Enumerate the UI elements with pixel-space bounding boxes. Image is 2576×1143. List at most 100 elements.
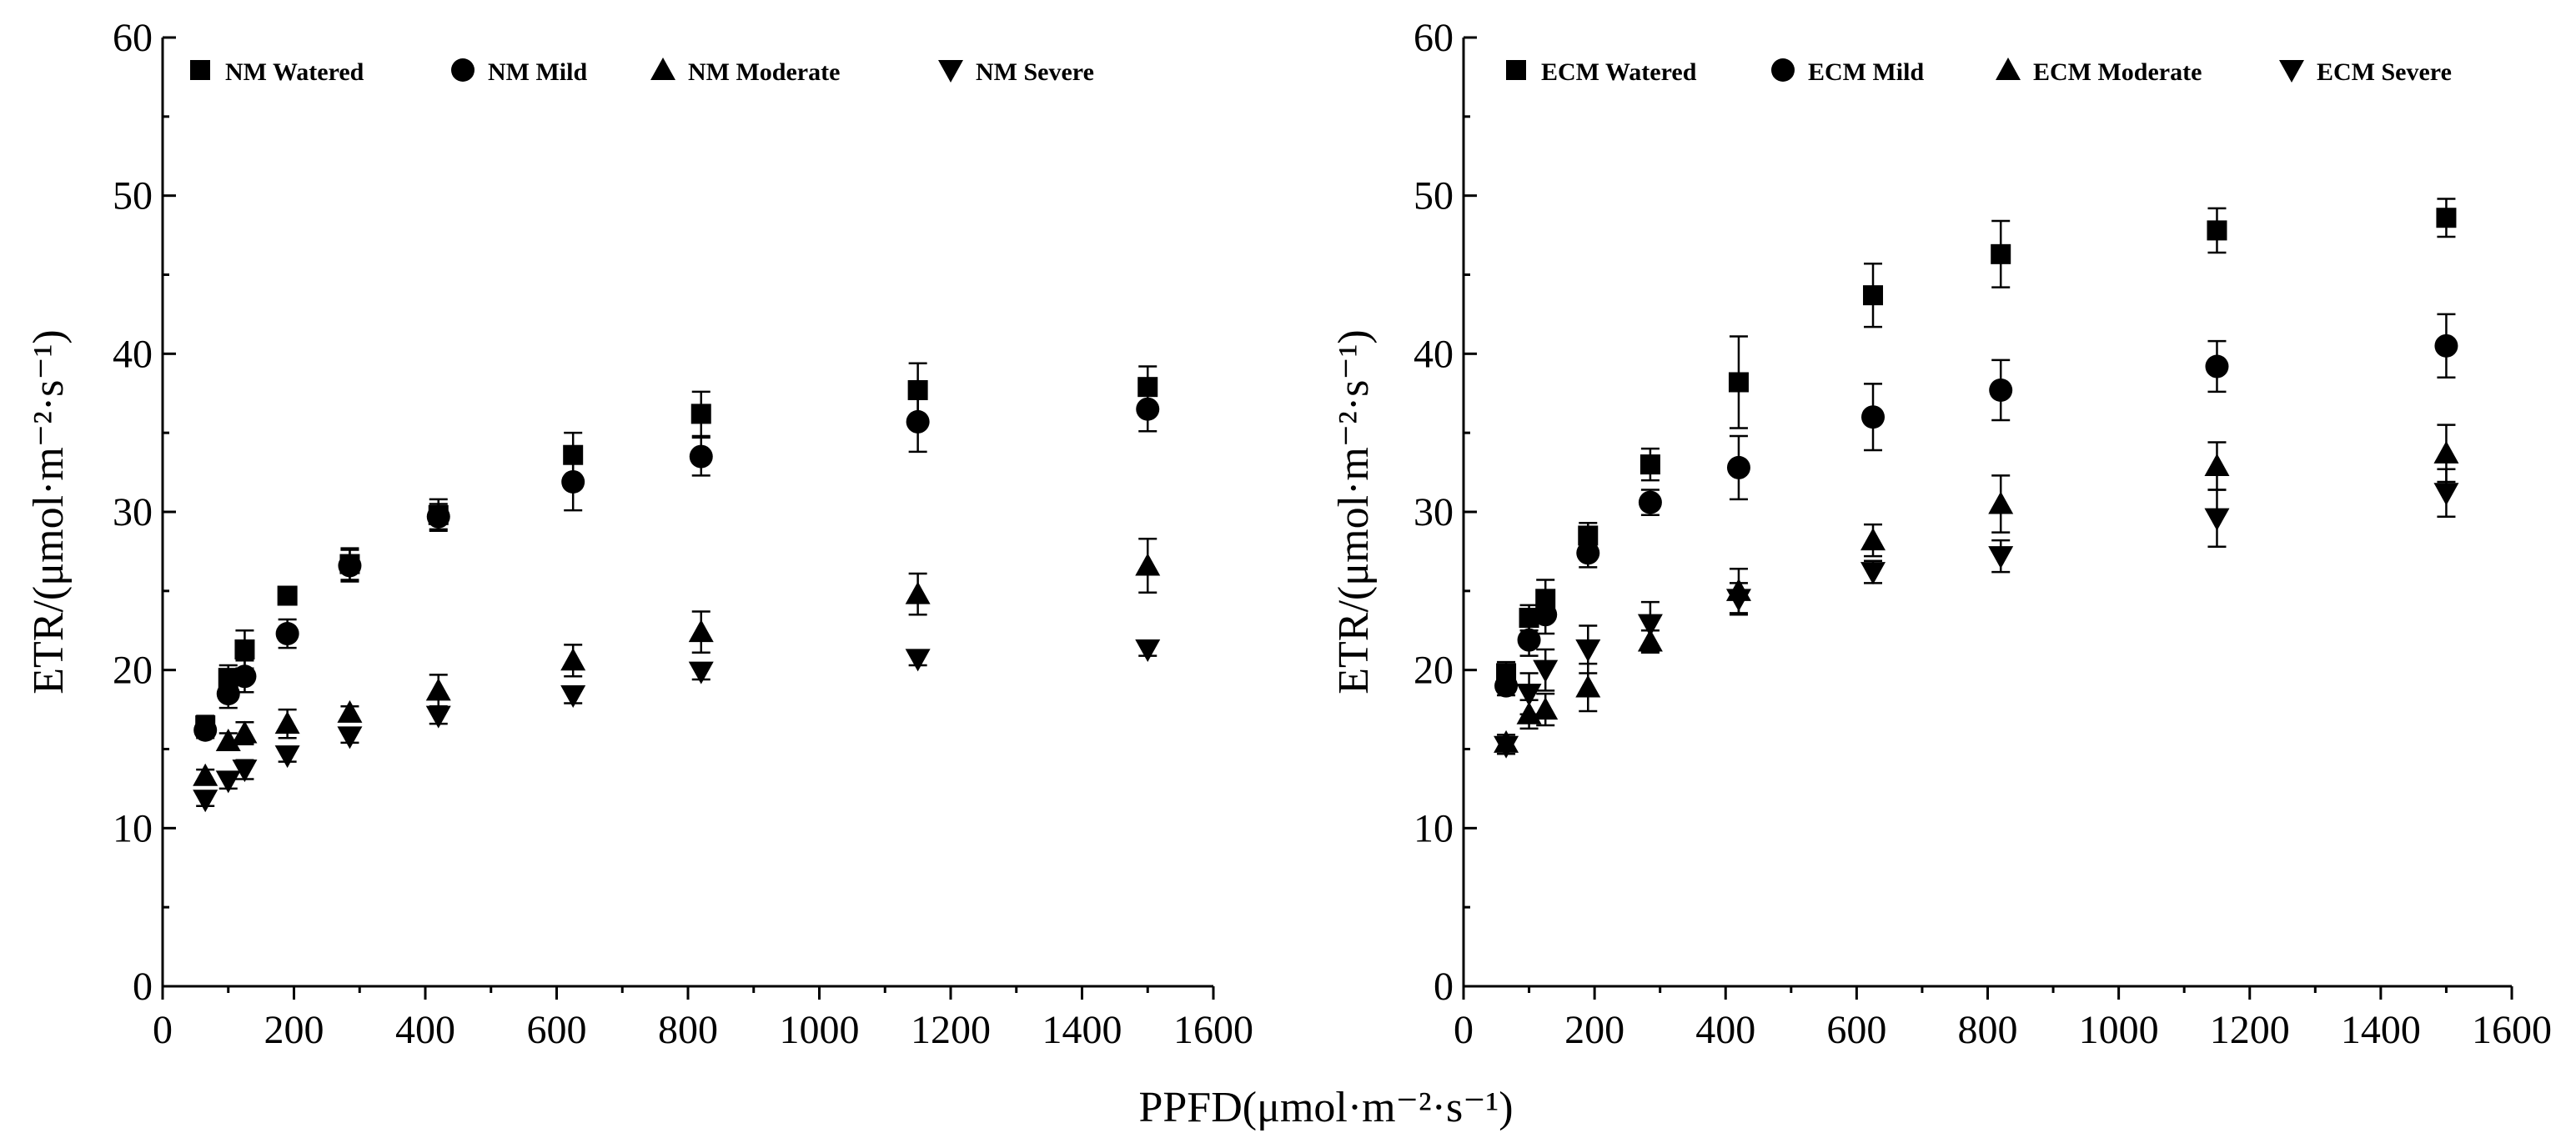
data-point: [1726, 455, 1750, 479]
data-point: [1576, 541, 1600, 565]
data-point: [560, 685, 586, 709]
data-point: [1860, 528, 1886, 551]
data-point: [2204, 508, 2230, 531]
y-tick-label: 40: [1414, 332, 1454, 376]
y-tick-label: 10: [113, 806, 153, 850]
data-point: [2434, 333, 2458, 358]
data-point: [193, 763, 218, 786]
legend-marker: [938, 60, 963, 83]
x-tick-label: 1000: [780, 1008, 860, 1052]
series-ecm-severe: [1494, 468, 2459, 759]
data-point: [688, 661, 714, 684]
data-point: [905, 649, 931, 672]
legend-marker: [1996, 58, 2021, 80]
data-point: [232, 759, 258, 783]
series-ecm-watered: [1496, 198, 2457, 685]
data-point: [275, 622, 299, 646]
data-point: [2433, 483, 2459, 506]
y-axis-label: ETR/(μmol·m⁻²·s⁻¹): [1330, 329, 1378, 694]
data-point: [274, 745, 300, 769]
legend-marker: [2279, 60, 2304, 83]
data-point: [193, 718, 218, 742]
legend-marker: [1771, 58, 1795, 82]
x-tick-label: 800: [1958, 1008, 2018, 1052]
x-axis-label: PPFD(μmol·m⁻²·s⁻¹): [1138, 1084, 1513, 1131]
data-point: [2205, 354, 2229, 378]
y-tick-label: 20: [113, 649, 153, 693]
x-tick-label: 1400: [2341, 1008, 2421, 1052]
legend-marker: [650, 58, 675, 80]
legend-label: ECM Watered: [1541, 58, 1697, 86]
x-tick-label: 1400: [1042, 1008, 1122, 1052]
x-tick-label: 200: [1564, 1008, 1624, 1052]
x-tick-label: 1600: [1173, 1008, 1253, 1052]
data-point: [1637, 614, 1663, 637]
data-point: [425, 705, 451, 729]
legend-marker: [190, 60, 210, 80]
y-tick-label: 30: [1414, 490, 1454, 534]
data-point: [277, 585, 298, 606]
data-point: [2433, 440, 2459, 464]
data-point: [1533, 659, 1559, 683]
legend-marker: [1506, 60, 1526, 80]
x-tick-label: 400: [1695, 1008, 1755, 1052]
x-tick-label: 1600: [2472, 1008, 2552, 1052]
y-axis-label: ETR/(μmol·m⁻²·s⁻¹): [25, 329, 73, 694]
data-point: [1135, 639, 1161, 663]
y-tick-label: 20: [1414, 649, 1454, 693]
data-point: [2436, 208, 2457, 228]
data-point: [1638, 490, 1662, 514]
x-tick-label: 1200: [2210, 1008, 2290, 1052]
x-tick-label: 600: [1826, 1008, 1886, 1052]
y-tick-label: 30: [113, 490, 153, 534]
data-point: [560, 648, 586, 671]
series-nm-moderate: [193, 537, 1161, 786]
y-tick-label: 40: [113, 332, 153, 376]
x-tick-label: 400: [395, 1008, 455, 1052]
data-point: [1494, 735, 1519, 759]
series-ecm-mild: [1494, 313, 2458, 698]
legend-label: ECM Moderate: [2033, 58, 2202, 86]
data-point: [234, 639, 255, 660]
y-tick-label: 0: [133, 965, 153, 1009]
x-tick-label: 1000: [2079, 1008, 2159, 1052]
y-tick-label: 60: [1414, 16, 1454, 60]
data-point: [905, 581, 931, 604]
legend-label: NM Mild: [488, 58, 587, 86]
data-point: [337, 726, 363, 749]
series-nm-severe: [193, 639, 1161, 813]
data-point: [1575, 674, 1601, 698]
x-tick-label: 1200: [911, 1008, 991, 1052]
x-tick-label: 800: [658, 1008, 718, 1052]
data-point: [233, 664, 257, 689]
x-tick-label: 0: [1454, 1008, 1474, 1052]
data-point: [216, 682, 240, 706]
data-point: [1863, 285, 1884, 306]
x-tick-label: 600: [527, 1008, 587, 1052]
data-point: [1135, 553, 1161, 576]
data-point: [215, 729, 241, 752]
data-point: [425, 678, 451, 701]
data-point: [1534, 603, 1558, 627]
x-tick-label: 0: [153, 1008, 173, 1052]
data-point: [1494, 674, 1519, 698]
data-point: [1988, 491, 2014, 514]
data-point: [1728, 372, 1749, 393]
data-point: [1725, 589, 1751, 612]
data-point: [338, 554, 362, 578]
data-point: [690, 404, 711, 424]
data-point: [2204, 453, 2230, 476]
data-point: [2207, 220, 2227, 241]
data-point: [1516, 684, 1542, 707]
data-point: [1136, 397, 1160, 421]
data-point: [689, 444, 713, 469]
y-tick-label: 60: [113, 16, 153, 60]
y-tick-label: 0: [1434, 965, 1454, 1009]
data-point: [1517, 628, 1541, 652]
data-point: [193, 790, 218, 813]
legend-label: NM Severe: [976, 58, 1094, 86]
data-point: [1860, 562, 1886, 585]
data-point: [1989, 378, 2013, 402]
